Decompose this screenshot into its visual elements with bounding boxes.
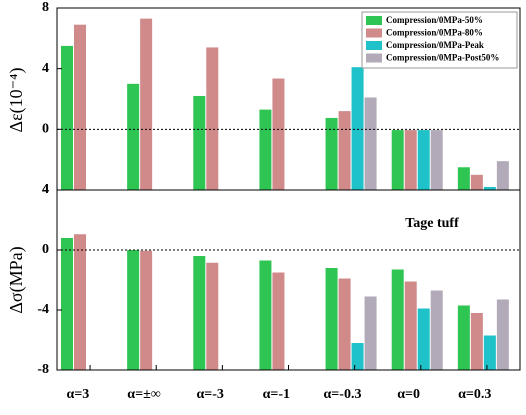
bar: [496, 299, 509, 370]
x-tick-label: α=3: [67, 387, 90, 402]
y-tick-label: 8: [42, 0, 49, 15]
bar: [496, 161, 509, 190]
legend-label: Compression/0MPa-Post50%: [386, 53, 499, 63]
y-tick-label: -4: [37, 302, 49, 317]
bar: [61, 45, 73, 190]
legend-box: [361, 11, 518, 69]
bar: [272, 78, 285, 190]
bar: [430, 130, 443, 190]
bar: [351, 67, 364, 190]
bar: [259, 109, 272, 190]
bar: [127, 250, 140, 370]
y-tick-label: -8: [37, 362, 49, 377]
bar: [364, 97, 377, 190]
bar: [391, 130, 404, 190]
bar: [140, 18, 153, 190]
y-axis-label: Δσ(MPa): [6, 246, 27, 313]
legend-swatch: [366, 16, 382, 25]
bar: [74, 24, 86, 190]
y-tick-label: 0: [42, 122, 49, 137]
y-tick-label: 4: [42, 61, 49, 76]
bar: [127, 83, 140, 190]
bar: [193, 256, 206, 370]
bar: [338, 111, 351, 190]
legend-swatch: [366, 28, 382, 38]
bar: [351, 343, 364, 370]
bar: [193, 95, 206, 190]
y-tick-label: 4: [42, 182, 49, 197]
x-tick-label: α=-3: [196, 387, 223, 402]
bar: [272, 272, 285, 370]
bar: [259, 260, 272, 370]
bar: [61, 238, 73, 370]
x-tick-label: α=0.3: [458, 387, 491, 402]
bar: [206, 262, 219, 370]
bar: [74, 234, 86, 370]
annotation: Tage tuff: [405, 216, 459, 231]
bar: [364, 296, 377, 370]
bar: [206, 47, 219, 190]
bar: [483, 335, 496, 370]
x-tick-label: α=0: [397, 387, 420, 402]
bar: [430, 290, 443, 370]
bar: [140, 250, 153, 370]
y-tick-label: 4: [42, 182, 49, 197]
bar: [338, 278, 351, 370]
bar: [457, 167, 470, 190]
legend-label: Compression/0MPa-80%: [386, 28, 483, 38]
bar: [457, 305, 470, 370]
legend-swatch: [366, 41, 382, 50]
y-axis-label: Δε(10⁻⁴): [6, 68, 27, 133]
bar: [325, 117, 338, 190]
bar: [470, 174, 483, 190]
x-tick-label: α=-1: [263, 387, 290, 402]
x-tick-label: α=±∞: [127, 387, 160, 402]
bar: [470, 313, 483, 370]
legend-swatch: [366, 53, 382, 63]
x-tick-label: α=-0.3: [323, 387, 361, 402]
bar: [391, 269, 404, 370]
legend-label: Compression/0MPa-Peak: [386, 40, 484, 50]
bar: [404, 130, 417, 190]
bar: [404, 281, 417, 370]
bar: [417, 308, 430, 370]
bar: [325, 268, 338, 370]
bar: [483, 186, 496, 190]
y-tick-label: 0: [42, 242, 49, 257]
legend-label: Compression/0MPa-50%: [386, 15, 483, 25]
bar: [417, 130, 430, 190]
